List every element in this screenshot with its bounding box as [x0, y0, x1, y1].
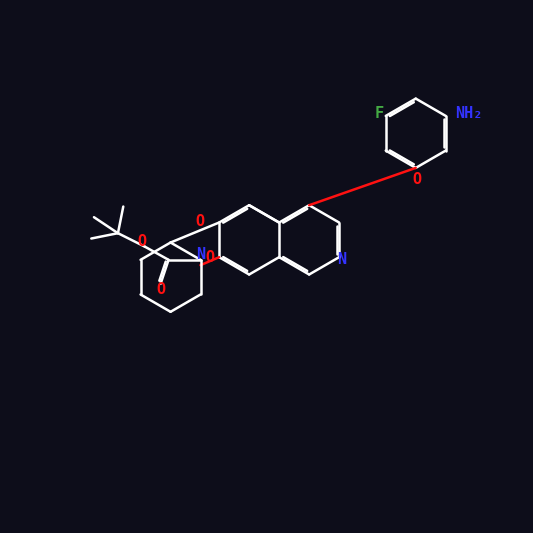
Text: O: O — [205, 249, 214, 265]
Text: O: O — [196, 214, 205, 229]
Text: O: O — [412, 172, 422, 187]
Text: O: O — [156, 281, 165, 297]
Text: N: N — [337, 252, 346, 268]
Text: O: O — [138, 233, 147, 249]
Text: N: N — [196, 247, 205, 262]
Text: NH₂: NH₂ — [455, 106, 483, 121]
Text: F: F — [375, 106, 384, 121]
